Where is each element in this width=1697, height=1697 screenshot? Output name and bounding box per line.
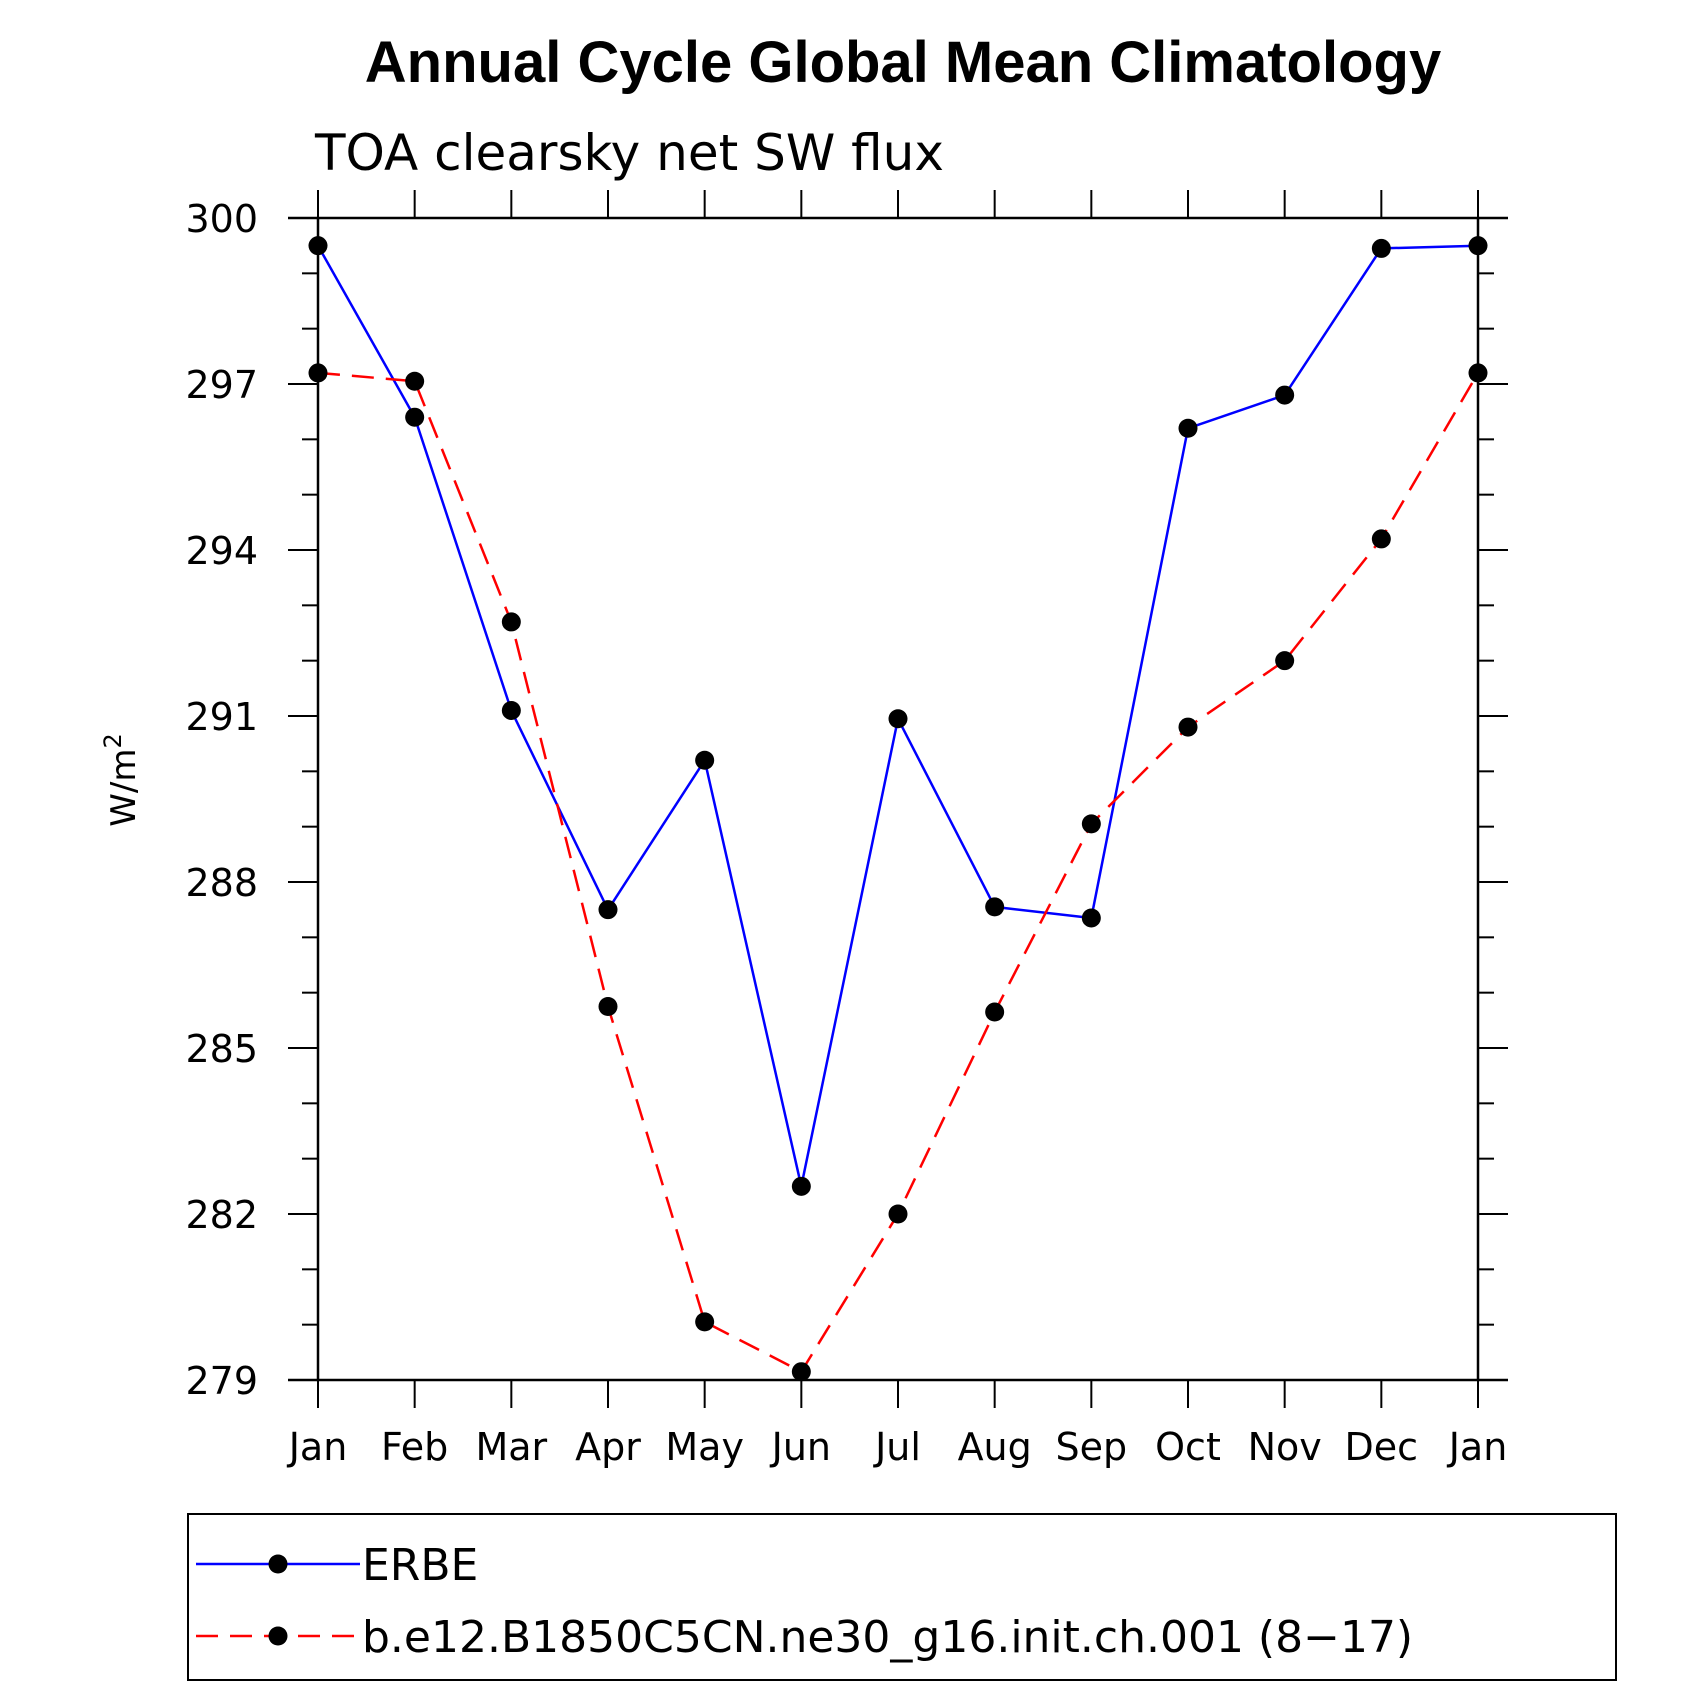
- x-tick-label: Apr: [575, 1425, 641, 1469]
- x-tick-label: Jan: [287, 1425, 348, 1469]
- data-point: [985, 897, 1005, 917]
- legend-item: b.e12.B1850C5CN.ne30_g16.init.ch.001 (8−…: [196, 1612, 1413, 1663]
- y-tick-label: 300: [185, 197, 258, 241]
- data-point: [308, 236, 328, 256]
- data-point: [695, 1312, 715, 1332]
- data-point: [888, 1204, 908, 1224]
- y-axis-label-unit: W/m: [104, 749, 144, 827]
- series-2: [308, 363, 1488, 1382]
- legend-marker: [268, 1626, 288, 1646]
- x-tick-label: Sep: [1056, 1425, 1128, 1469]
- data-point: [1468, 363, 1488, 383]
- y-tick-label: 291: [185, 695, 258, 739]
- chart-subtitle: TOA clearsky net SW flux: [314, 124, 944, 182]
- x-tick-label: Oct: [1155, 1425, 1221, 1469]
- data-point: [888, 709, 908, 729]
- data-point: [791, 1176, 811, 1196]
- y-axis-label: W/m2: [99, 733, 144, 826]
- legend-marker: [268, 1554, 288, 1574]
- x-tick-label: Aug: [958, 1425, 1032, 1469]
- legend-label: ERBE: [362, 1540, 478, 1591]
- x-tick-label: May: [665, 1425, 744, 1469]
- y-tick-label: 282: [185, 1193, 258, 1237]
- data-point: [1081, 908, 1101, 928]
- y-axis-label-superscript: 2: [99, 733, 127, 748]
- data-point: [695, 750, 715, 770]
- y-tick-label: 279: [185, 1359, 258, 1403]
- data-point: [1081, 814, 1101, 834]
- data-point: [1468, 236, 1488, 256]
- y-tick-label: 294: [185, 529, 258, 573]
- chart-title: Annual Cycle Global Mean Climatology: [365, 30, 1441, 95]
- x-tick-label: Jun: [770, 1425, 831, 1469]
- data-point: [1275, 651, 1295, 671]
- y-tick-label: 297: [185, 363, 258, 407]
- x-tick-label: Jan: [1447, 1425, 1508, 1469]
- x-tick-label: Jul: [873, 1425, 921, 1469]
- axes: 279 282 285 288 291 294 297 300 Jan Feb Mar Apr May J…: [185, 190, 1508, 1469]
- data-point: [598, 997, 618, 1016]
- data-point: [598, 900, 618, 920]
- y-tick-label: 285: [185, 1027, 258, 1071]
- data-point: [1178, 717, 1198, 737]
- legend: ERBE b.e12.B1850C5CN.ne30_g16.init.ch.001…: [187, 1513, 1617, 1681]
- data-point: [405, 371, 425, 391]
- y-tick-label: 288: [185, 861, 258, 905]
- x-tick-label: Nov: [1248, 1425, 1322, 1469]
- data-point: [501, 700, 521, 720]
- x-tick-label: Mar: [475, 1425, 547, 1469]
- x-tick-label: Dec: [1345, 1425, 1419, 1469]
- data-point: [308, 363, 328, 383]
- data-point: [791, 1362, 811, 1382]
- legend-box: [187, 1513, 1617, 1681]
- data-point: [985, 1002, 1005, 1022]
- legend-item: ERBE: [196, 1540, 478, 1591]
- data-point: [1275, 385, 1295, 405]
- data-point: [1178, 418, 1198, 438]
- data-point: [1371, 238, 1391, 258]
- x-tick-label: Feb: [381, 1425, 448, 1469]
- series-layer: [308, 236, 1488, 1382]
- data-point: [501, 612, 521, 632]
- data-point: [1371, 529, 1391, 549]
- series-1: [308, 236, 1488, 1196]
- legend-label: b.e12.B1850C5CN.ne30_g16.init.ch.001 (8−…: [362, 1612, 1413, 1663]
- data-point: [405, 407, 425, 427]
